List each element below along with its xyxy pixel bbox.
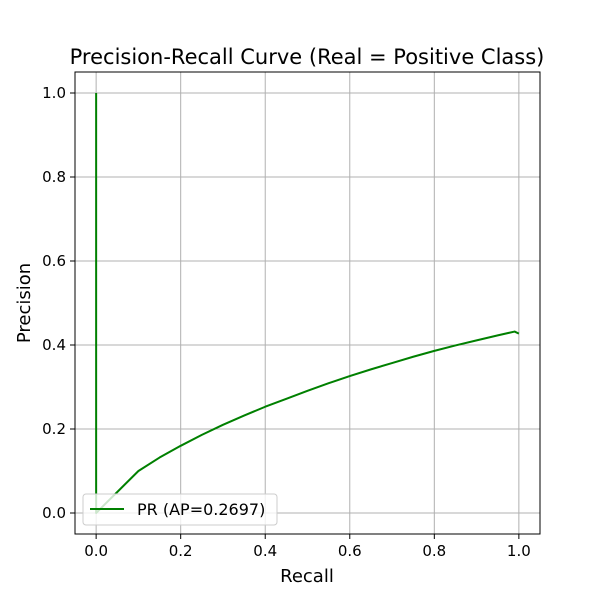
grid: [75, 72, 540, 534]
y-tick-label: 0.8: [42, 168, 66, 186]
x-tick-label: 0.6: [338, 542, 362, 560]
x-tick-label: 0.0: [84, 542, 108, 560]
x-tick-label: 1.0: [507, 542, 531, 560]
x-tick-label: 0.4: [253, 542, 277, 560]
plot-area: [74, 71, 541, 535]
y-tick-label: 0.6: [42, 252, 66, 270]
legend: PR (AP=0.2697): [82, 493, 278, 526]
legend-label: PR (AP=0.2697): [137, 500, 265, 519]
y-tick-label: 0.2: [42, 420, 66, 438]
x-axis-label: Recall: [280, 566, 334, 587]
ticks: 0.0 0.2 0.4 0.6 0.8 1.0 0.0 0.2 0.4 0.6 0.8 1.0: [42, 84, 531, 560]
y-tick-label: 1.0: [42, 84, 66, 102]
chart-title: Precision-Recall Curve (Real = Positive …: [70, 45, 545, 69]
x-tick-label: 0.2: [169, 542, 193, 560]
x-tick-label: 0.8: [422, 542, 446, 560]
y-tick-label: 0.0: [42, 504, 66, 522]
y-axis-label: Precision: [14, 263, 35, 343]
legend-box: [82, 493, 278, 526]
y-tick-label: 0.4: [42, 336, 66, 354]
